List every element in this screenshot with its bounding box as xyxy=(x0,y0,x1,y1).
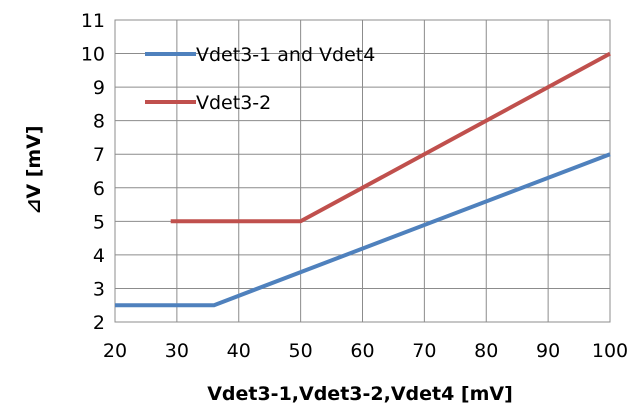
y-tick-label-2: 2 xyxy=(93,312,105,334)
y-tick-label-10: 10 xyxy=(81,44,105,66)
legend: Vdet3-1 and Vdet4 Vdet3-2 xyxy=(145,44,375,114)
x-tick-label-60: 60 xyxy=(350,340,374,362)
x-tick-label-90: 90 xyxy=(536,340,560,362)
x-tick-label-20: 20 xyxy=(103,340,127,362)
y-tick-label-4: 4 xyxy=(93,245,105,267)
x-tick-label-100: 100 xyxy=(592,340,628,362)
x-tick-label-40: 40 xyxy=(227,340,251,362)
legend-label-vdet3-2: Vdet3-2 xyxy=(196,92,271,114)
series-layer xyxy=(115,51,611,308)
series-line-vdet3-2 xyxy=(170,51,611,224)
x-axis-title: Vdet3-1,Vdet3-2,Vdet4 [mV] xyxy=(207,383,513,405)
series-line-vdet3-1-and-vdet4 xyxy=(115,152,611,308)
x-tick-label-70: 70 xyxy=(412,340,436,362)
y-tick-label-8: 8 xyxy=(93,111,105,133)
x-tick-label-30: 30 xyxy=(165,340,189,362)
y-axis-tick-labels: 2 3 4 5 6 7 8 9 10 11 xyxy=(81,10,105,334)
y-tick-label-5: 5 xyxy=(93,211,105,233)
y-tick-label-7: 7 xyxy=(93,144,105,166)
y-axis-title: ⊿V [mV] xyxy=(23,125,45,214)
x-tick-label-50: 50 xyxy=(289,340,313,362)
x-tick-label-80: 80 xyxy=(474,340,498,362)
y-tick-label-11: 11 xyxy=(81,10,105,32)
x-axis-tick-labels: 20 30 40 50 60 70 80 90 100 xyxy=(103,340,628,362)
y-tick-label-6: 6 xyxy=(93,178,105,200)
legend-label-vdet3-1-and-vdet4: Vdet3-1 and Vdet4 xyxy=(196,44,375,66)
y-tick-label-9: 9 xyxy=(93,77,105,99)
y-tick-label-3: 3 xyxy=(93,278,105,300)
plot-area-frame xyxy=(114,19,611,323)
